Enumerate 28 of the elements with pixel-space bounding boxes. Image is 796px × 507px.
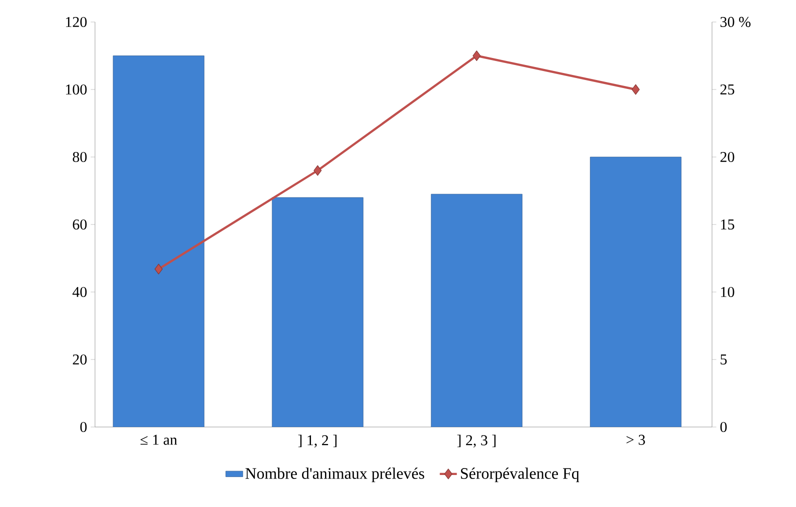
legend-label: Sérorpévalence Fq bbox=[460, 468, 580, 482]
y-tick-label: 60 bbox=[72, 219, 87, 230]
y-tick-label: 120 bbox=[66, 16, 87, 28]
y-tick-label: 0 bbox=[80, 422, 87, 432]
x-tick-label: ≤ 1 an bbox=[140, 434, 178, 445]
bar bbox=[272, 197, 364, 427]
y2-tick-label: 20 bbox=[720, 152, 734, 162]
point bbox=[154, 264, 163, 274]
y2-tick-label: 10 bbox=[721, 286, 734, 298]
bar bbox=[112, 56, 204, 427]
x-tick-label: > 3 bbox=[626, 434, 645, 445]
x-tick-label: ] 2, 3 ] bbox=[457, 434, 496, 448]
y2-tick-label: 15 bbox=[721, 219, 734, 230]
y2-tick-label: 25 bbox=[720, 84, 734, 95]
y-tick-label: 40 bbox=[72, 286, 87, 298]
point bbox=[314, 165, 322, 176]
y-tick-label: 100 bbox=[66, 84, 87, 95]
point bbox=[632, 84, 640, 95]
legend-label: Nombre d'animaux prélevés bbox=[245, 468, 424, 482]
y-tick-label: 80 bbox=[72, 152, 87, 162]
bar bbox=[590, 156, 682, 427]
point bbox=[472, 50, 481, 62]
x-tick-label: ] 1, 2 ] bbox=[298, 434, 337, 448]
y2-tick-label: 0 bbox=[720, 422, 727, 432]
y2-tick-label: 30 % bbox=[720, 16, 751, 28]
y-tick-label: 20 bbox=[72, 354, 87, 365]
bar bbox=[430, 194, 522, 427]
y2-tick-label: 5 bbox=[720, 354, 727, 364]
